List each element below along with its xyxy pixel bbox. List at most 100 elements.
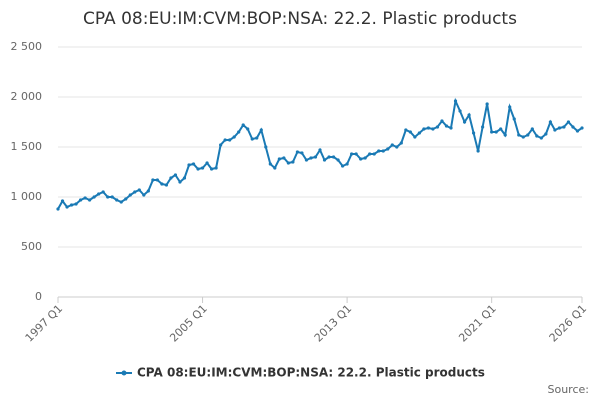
data-point: [481, 125, 485, 129]
data-point: [521, 135, 525, 139]
data-point: [200, 166, 205, 170]
data-point: [173, 173, 178, 177]
data-point: [535, 134, 539, 138]
y-tick-label: 1 500: [11, 140, 43, 153]
data-point: [246, 127, 250, 131]
data-point: [526, 133, 530, 137]
data-point: [273, 166, 277, 170]
data-point: [340, 164, 345, 168]
data-point: [368, 152, 372, 156]
data-point: [286, 161, 290, 165]
data-point: [209, 167, 214, 171]
data-point: [444, 124, 449, 128]
data-line: [57, 97, 583, 210]
data-point: [422, 127, 426, 131]
data-point: [539, 136, 543, 140]
data-point: [164, 183, 169, 187]
data-point: [160, 182, 164, 186]
data-point: [417, 131, 421, 135]
data-point: [69, 203, 74, 207]
data-point: [259, 128, 263, 132]
data-point: [277, 157, 281, 161]
data-point: [435, 125, 440, 129]
x-tick-label: 2021 Q1: [456, 302, 499, 345]
data-point: [223, 138, 227, 142]
data-point: [485, 102, 489, 106]
data-point: [350, 152, 354, 156]
data-point: [124, 197, 128, 201]
data-point: [205, 161, 209, 165]
data-point: [530, 127, 534, 131]
y-tick-label: 0: [35, 290, 42, 303]
data-point: [399, 141, 403, 145]
data-point: [232, 135, 236, 139]
data-point: [404, 128, 408, 132]
chart-title: CPA 08:EU:IM:CVM:BOP:NSA: 22.2. Plastic …: [83, 9, 517, 29]
data-point: [359, 157, 363, 161]
x-tick-label: 2013 Q1: [312, 302, 355, 345]
data-point: [508, 105, 512, 109]
data-point: [580, 126, 584, 130]
data-point: [453, 99, 458, 103]
data-point: [494, 130, 498, 134]
data-point: [390, 143, 394, 147]
x-tick-label: 2005 Q1: [167, 302, 210, 345]
y-tick-label: 1 000: [11, 190, 43, 203]
y-tick-label: 500: [21, 240, 42, 253]
data-point: [300, 151, 304, 155]
data-point: [413, 135, 417, 139]
data-point: [255, 136, 259, 140]
data-point: [562, 125, 566, 129]
data-point: [313, 155, 318, 159]
data-point: [191, 162, 196, 166]
data-point: [250, 137, 254, 141]
data-point: [106, 195, 110, 199]
data-point: [458, 109, 462, 113]
data-point: [381, 149, 385, 153]
data-point: [214, 166, 218, 170]
data-point: [291, 160, 295, 164]
data-point: [151, 178, 155, 182]
data-point: [115, 198, 119, 202]
data-point: [331, 155, 336, 159]
data-point: [97, 192, 101, 196]
data-point: [512, 117, 516, 121]
data-point: [386, 147, 390, 151]
data-point: [431, 127, 435, 131]
data-point: [322, 158, 327, 162]
data-point: [548, 120, 552, 124]
data-point: [476, 149, 480, 153]
data-point: [196, 167, 200, 171]
data-point: [268, 162, 272, 166]
data-point: [345, 162, 349, 166]
data-point: [110, 195, 114, 199]
data-point: [60, 199, 65, 203]
data-point: [566, 120, 571, 124]
data-point: [169, 176, 173, 180]
data-point: [449, 126, 453, 130]
data-point: [119, 200, 123, 204]
data-point: [517, 133, 521, 137]
data-point: [309, 156, 313, 160]
data-point: [575, 129, 580, 133]
data-point: [408, 130, 412, 134]
data-point: [490, 130, 494, 134]
data-point: [336, 158, 340, 162]
data-point: [133, 190, 137, 194]
data-point: [65, 205, 69, 209]
data-point: [219, 143, 223, 147]
data-point: [372, 152, 376, 156]
data-point: [503, 133, 507, 137]
data-point: [467, 113, 471, 117]
data-point: [295, 150, 300, 154]
legend-marker: [121, 370, 127, 376]
data-point: [440, 119, 444, 123]
data-point: [544, 132, 548, 136]
y-tick-label: 2 500: [11, 40, 43, 53]
data-point: [354, 152, 358, 156]
data-point: [557, 126, 562, 130]
data-point: [553, 128, 557, 132]
data-point: [282, 156, 286, 160]
data-point: [228, 138, 232, 142]
data-point: [83, 196, 87, 200]
